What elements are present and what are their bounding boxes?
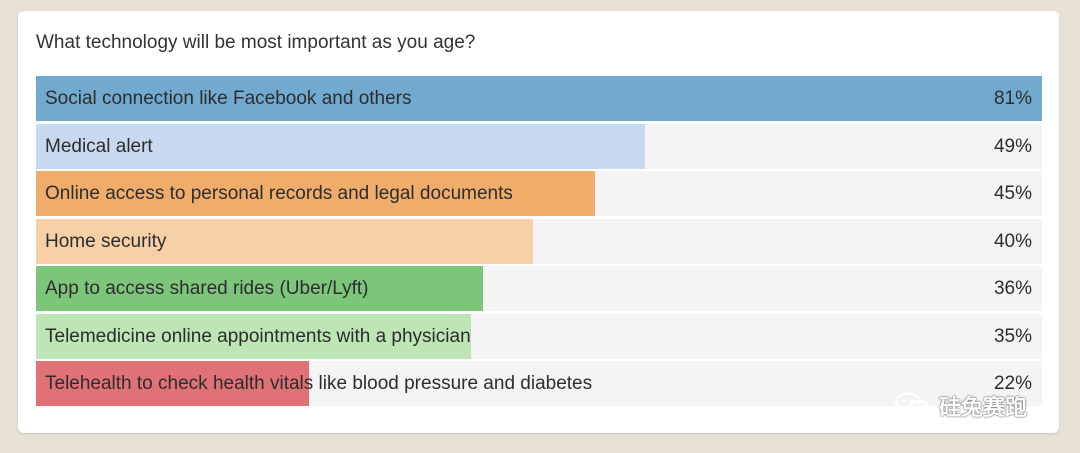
chart-title: What technology will be most important a… (36, 32, 476, 53)
bar-label: Telehealth to check health vitals like b… (45, 373, 593, 394)
bar-value-label: 22% (993, 373, 1032, 394)
bar-label: Home security (45, 230, 167, 252)
watermark: 硅兔赛跑 (893, 388, 1027, 424)
bar (36, 361, 310, 406)
bar (36, 171, 595, 216)
bar-row: Medical alert 49% (36, 123, 1042, 169)
bar-value-label: 35% (993, 325, 1032, 347)
bar-value-label: 49% (993, 135, 1032, 157)
bar-row: App to access shared rides (Uber/Lyft) 36… (36, 266, 1042, 311)
wechat-icon (894, 392, 931, 419)
watermark-text: 硅兔赛跑 (939, 396, 1028, 421)
bar-label: Telemedicine online appointments with a … (45, 325, 471, 347)
bar-row: Online access to personal records and le… (36, 171, 1042, 216)
bar-chart: Social connection like Facebook and othe… (36, 76, 1042, 409)
bar-value-label: 81% (993, 88, 1032, 109)
poll-card: What technology will be most important a… (18, 11, 1059, 433)
bar (36, 76, 1042, 121)
bar-label: App to access shared rides (Uber/Lyft) (45, 278, 369, 299)
bar-row: Telemedicine online appointments with a … (36, 313, 1042, 359)
bar-label: Online access to personal records and le… (45, 183, 513, 204)
bar (36, 313, 471, 359)
bar (36, 266, 484, 311)
bar-label: Medical alert (45, 135, 153, 157)
bar-value-label: 45% (993, 183, 1032, 204)
bar-row: Social connection like Facebook and othe… (36, 76, 1042, 121)
bar-value-label: 40% (993, 230, 1032, 252)
bar-value-label: 36% (993, 278, 1032, 299)
bar-label: Social connection like Facebook and othe… (45, 88, 412, 109)
bar-row: Home security 40% (36, 218, 1042, 264)
bar (36, 123, 645, 169)
bar (36, 218, 533, 264)
bar-row: Telehealth to check health vitals like b… (36, 361, 1042, 406)
